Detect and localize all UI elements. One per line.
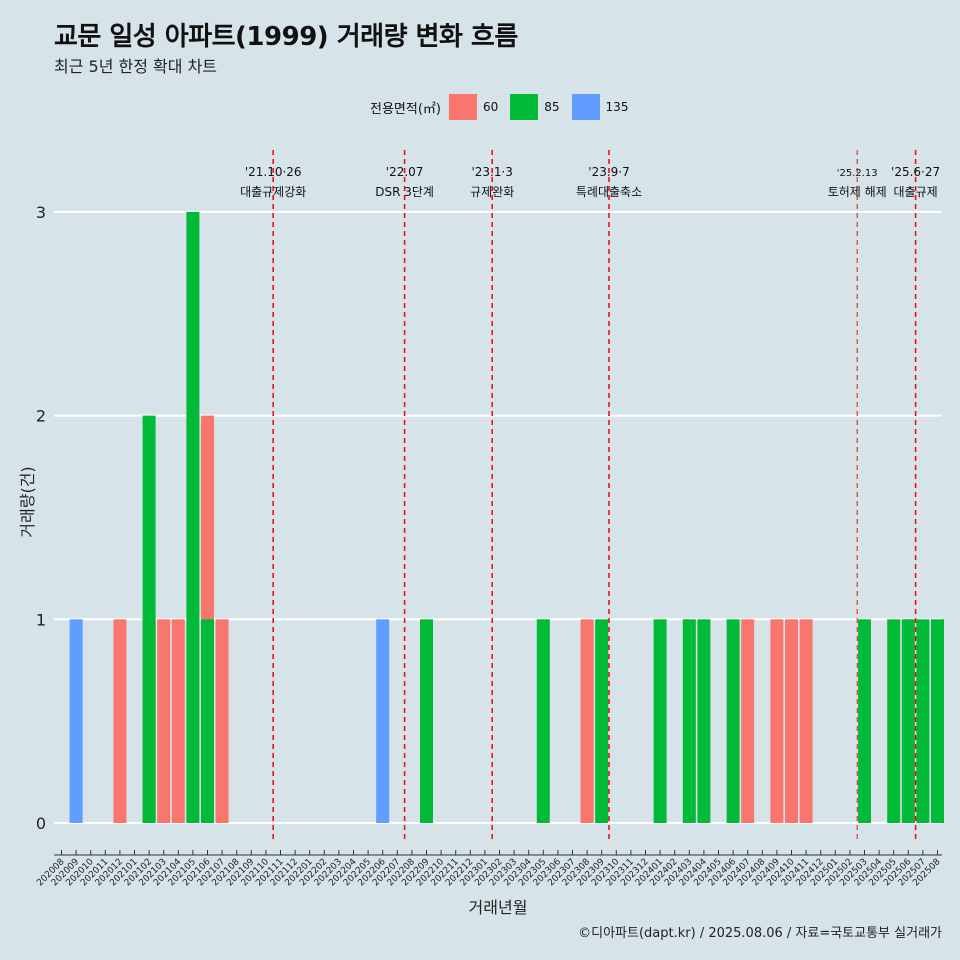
bar-202105-85 <box>186 211 200 823</box>
event-date: '22.07 <box>386 165 424 179</box>
y-tick-label: 2 <box>36 407 46 426</box>
bar-202409-60 <box>770 619 784 823</box>
event-label: DSR 3단계 <box>375 185 434 199</box>
event-label: 대출규제강화 <box>240 185 306 199</box>
bar-202009-135 <box>69 619 83 823</box>
bar-202505-85 <box>887 619 901 823</box>
legend-label-135: 135 <box>605 100 629 114</box>
y-tick-label: 3 <box>36 203 46 222</box>
source-caption: ©디아파트(dapt.kr) / 2025.08.06 / 자료=국토교통부 실… <box>578 926 942 941</box>
bar-202410-60 <box>785 619 798 823</box>
legend-label-60: 60 <box>482 100 499 114</box>
bar-202206-135 <box>376 619 390 823</box>
bar-202503-85 <box>858 619 871 823</box>
bar-202403-85 <box>682 619 696 823</box>
bars <box>69 211 944 823</box>
event-date: '23.1·3 <box>471 165 512 179</box>
bar-202507-85 <box>916 619 930 823</box>
legend-key-60 <box>448 94 477 120</box>
bar-202102-85 <box>142 415 156 823</box>
bar-202411-60 <box>799 619 813 823</box>
y-tick-label: 1 <box>36 610 46 629</box>
bar-202106-85 <box>201 619 214 823</box>
bar-202404-85 <box>697 619 711 823</box>
x-axis-label: 거래년월 <box>469 898 528 917</box>
bar-202209-85 <box>420 619 433 823</box>
event-label: 대출규제 <box>894 185 938 199</box>
legend: 전용면적(㎡) 60 85 135 <box>370 93 640 121</box>
event-label: 토허제 해제 <box>828 185 887 199</box>
chart-subtitle: 최근 5년 한정 확대 차트 <box>54 57 218 76</box>
bar-202104-60 <box>171 619 185 823</box>
bar-202406-85 <box>726 619 740 823</box>
event-label: 규제완화 <box>470 185 514 199</box>
chart-title: 교문 일성 아파트(1999) 거래량 변화 흐름 <box>54 22 518 52</box>
bar-202308-60 <box>580 619 594 823</box>
legend-key-135 <box>571 94 600 120</box>
bar-202305-85 <box>536 619 550 823</box>
event-lines: '21.10·26 대출규제강화 '22.07 DSR 3단계 '23.1·3 규제완화 '… <box>240 150 940 843</box>
event-date: '21.10·26 <box>245 165 302 179</box>
bar-202506-85 <box>901 619 915 823</box>
event-label: 특례대출축소 <box>576 185 642 199</box>
bar-202309-85 <box>595 619 609 823</box>
event-date: '25.6·27 <box>891 165 940 179</box>
bar-202103-60 <box>157 619 171 823</box>
bar-202107-60 <box>215 619 229 823</box>
event-date: '23.9·7 <box>588 165 629 179</box>
bar-202012-60 <box>113 619 127 823</box>
bar-202407-60 <box>741 619 755 823</box>
y-tick-label: 0 <box>36 814 46 833</box>
legend-title: 전용면적(㎡) <box>370 101 441 117</box>
legend-label-85: 85 <box>544 100 560 114</box>
event-date: '25.2.13 <box>837 168 878 179</box>
bar-202508-85 <box>931 619 944 823</box>
bar-202401-85 <box>653 619 667 823</box>
y-axis-label: 거래량(건) <box>18 466 37 537</box>
legend-key-85 <box>510 94 539 120</box>
